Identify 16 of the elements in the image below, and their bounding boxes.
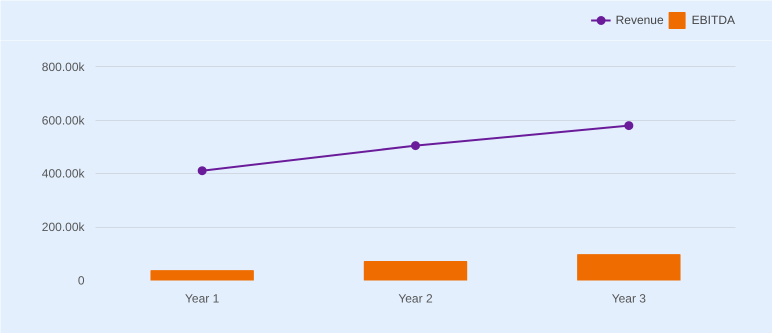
bar xyxy=(364,261,468,280)
point xyxy=(624,121,634,130)
x-tick-label: Year 2 xyxy=(398,292,433,306)
y-tick-label: 0 xyxy=(78,274,85,288)
y-tick-label: 400.00k xyxy=(42,166,86,181)
legend-label: EBITDA xyxy=(692,13,735,27)
bar xyxy=(577,254,681,280)
y-tick-label: 800.00k xyxy=(42,60,86,74)
legend-label: Revenue xyxy=(616,13,664,27)
y-tick-label: 600.00k xyxy=(42,113,86,128)
y-tick-label: 200.00k xyxy=(42,220,86,234)
x-tick-label: Year 1 xyxy=(185,292,220,306)
point xyxy=(411,141,420,150)
bar xyxy=(150,270,254,280)
point xyxy=(198,166,207,176)
x-tick-label: Year 3 xyxy=(612,292,646,306)
